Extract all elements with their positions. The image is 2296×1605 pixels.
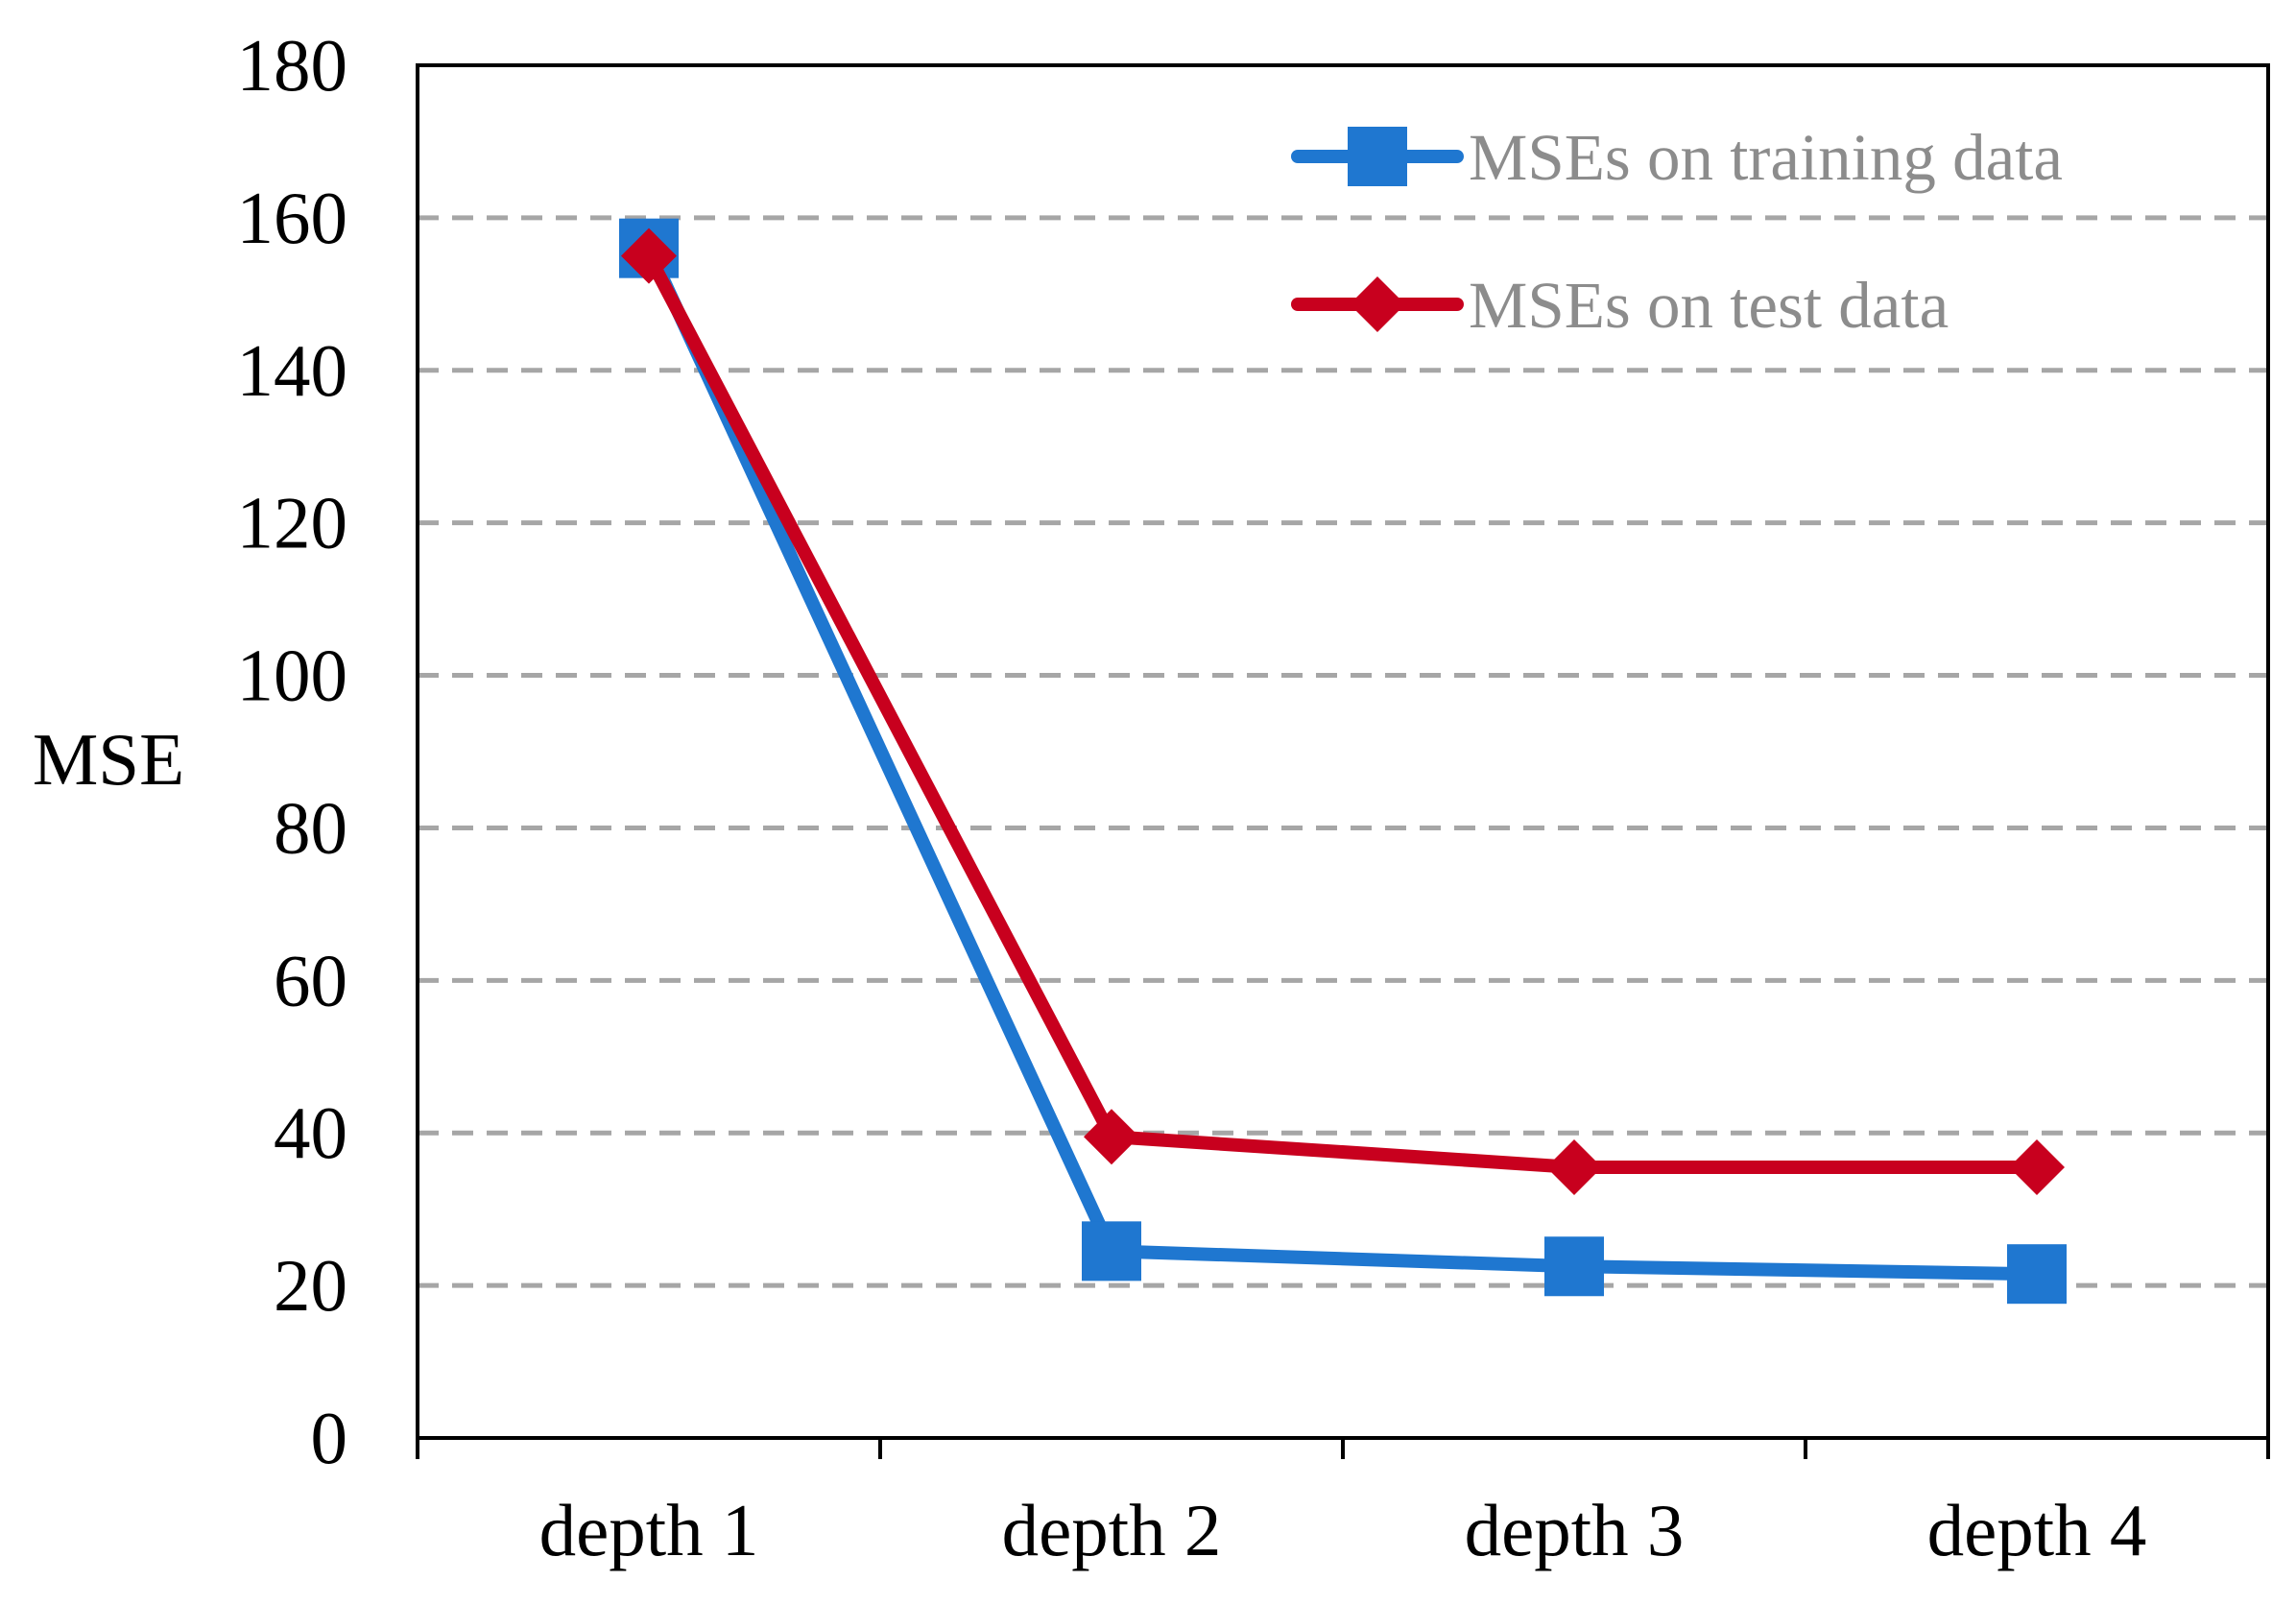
series-line — [642, 245, 2038, 1282]
x-tick-label: depth 1 — [539, 1489, 759, 1571]
x-axis-ticks: depth 1 depth 2 depth 3 depth 4 — [416, 1438, 2270, 1571]
data-point-square — [1082, 1221, 1141, 1282]
series-training — [619, 218, 2067, 1305]
legend-label: MSEs on training data — [1469, 121, 2063, 194]
data-point-diamond — [1084, 1109, 1139, 1165]
y-tick-label: 180 — [237, 24, 348, 107]
legend: MSEs on training data MSEs on test data — [1291, 121, 2063, 342]
y-tick-label: 120 — [237, 482, 348, 564]
data-point-diamond — [1546, 1138, 1602, 1195]
legend-label: MSEs on test data — [1469, 269, 1949, 342]
y-axis-ticks: 0 20 40 60 80 100 120 140 160 180 — [237, 24, 348, 1479]
legend-marker-square — [1348, 127, 1407, 186]
legend-marker-diamond — [1350, 276, 1405, 332]
y-axis-title: MSE — [33, 718, 184, 801]
legend-item: MSEs on training data — [1291, 121, 2063, 194]
y-tick-label: 100 — [237, 635, 348, 717]
gridlines — [418, 215, 2268, 1288]
y-tick-label: 140 — [237, 329, 348, 412]
series-test — [621, 228, 2065, 1195]
y-tick-label: 0 — [311, 1397, 348, 1479]
legend-item: MSEs on test data — [1291, 269, 1949, 342]
y-tick-label: 40 — [274, 1091, 347, 1174]
data-point-diamond — [621, 228, 677, 284]
y-tick-label: 160 — [237, 177, 348, 259]
series-line — [642, 252, 2037, 1174]
y-tick-label: 20 — [274, 1244, 347, 1327]
y-tick-label: 60 — [274, 939, 347, 1021]
data-point-diamond — [2009, 1138, 2065, 1195]
series-layer — [619, 218, 2067, 1305]
x-tick-label: depth 2 — [1002, 1489, 1222, 1571]
y-tick-label: 80 — [274, 786, 347, 869]
x-tick-label: depth 3 — [1465, 1489, 1685, 1571]
data-point-square — [1544, 1236, 1604, 1297]
x-tick-label: depth 4 — [1927, 1489, 2147, 1571]
plot-frame — [416, 63, 2270, 1440]
data-point-square — [2007, 1244, 2067, 1305]
